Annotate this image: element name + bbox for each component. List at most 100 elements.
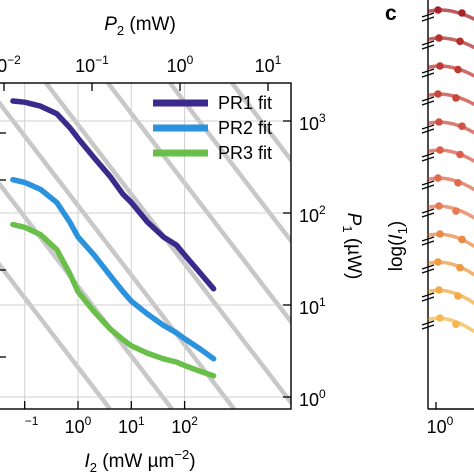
axis-break-mark: [421, 152, 435, 158]
axis-break-mark: [421, 208, 435, 214]
axis-break-mark: [421, 16, 435, 22]
reference-diagonals: [0, 83, 474, 409]
axis-break-mark: [421, 128, 435, 134]
x-bottom-tick-label: −1: [25, 414, 39, 428]
x-bottom-tick-label: 101: [118, 414, 145, 437]
axis-break-mark: [421, 124, 435, 130]
axis-break-mark: [421, 180, 435, 186]
axis-break-mark: [421, 68, 435, 74]
panel-c-fit-curve: [428, 8, 474, 21]
y-right-axis-label: P1 (µW): [340, 213, 364, 280]
axis-break-mark: [421, 236, 435, 242]
panel-c-data-point: [454, 292, 462, 300]
x-top-tick-label: 101: [255, 53, 282, 76]
panel-c-data-point: [434, 6, 442, 14]
panel-c-data-point: [436, 62, 444, 70]
axis-break-mark: [421, 100, 435, 106]
panel-c-x-tick-label: 100: [427, 414, 454, 437]
panel-c-y-label: log(I1): [386, 221, 410, 272]
panel-c-fit-curve: [428, 92, 474, 106]
x-top-tick-label: 100: [167, 53, 194, 76]
series-line: [10, 176, 217, 362]
diagonal-line: [168, 83, 291, 245]
panel-c-data-point: [456, 263, 464, 272]
diagonal-line: [356, 83, 474, 409]
series-line: [10, 98, 217, 292]
diagonal-line: [0, 100, 236, 409]
panel-c-data-point: [454, 179, 462, 187]
x-bottom-tick-label: 100: [65, 414, 92, 437]
legend-label: PR1 fit: [218, 93, 272, 113]
y-right-tick-label: 100: [299, 387, 326, 410]
series-line: [10, 221, 217, 379]
panel-c-data-point: [434, 258, 442, 266]
panel-c-data-point: [458, 9, 466, 17]
panel-c-data-point: [452, 94, 460, 102]
panel-c-data-point: [458, 235, 466, 244]
panel-c-fit-curve: [428, 148, 474, 163]
diagonal-line: [0, 181, 174, 409]
panel-c-fit-curve: [428, 260, 474, 277]
axis-break-mark: [421, 12, 435, 18]
axis-break-mark: [421, 320, 435, 326]
panel-c-data-point: [436, 314, 444, 322]
x-bottom-tick-label: 102: [171, 414, 198, 437]
axis-break-mark: [421, 296, 435, 302]
x-top-tick-label: 10−1: [75, 53, 109, 76]
y-right-tick-label: 101: [299, 295, 326, 318]
panel-c-fit-curve: [428, 316, 474, 334]
y-right-tick-label: 103: [299, 111, 326, 134]
panel-c-plot: 100: [421, 0, 474, 437]
axis-break-mark: [421, 324, 435, 330]
panel-c-fit-curve: [428, 176, 474, 192]
diagonal-line: [44, 83, 291, 407]
axis-break-mark: [421, 40, 435, 46]
axis-break-mark: [421, 72, 435, 78]
panel-c-fit-curve: [428, 120, 474, 135]
panel-c-data-point: [435, 202, 443, 210]
diagonal-line: [0, 261, 112, 409]
x-top-tick-label: 10−2: [0, 53, 21, 76]
panel-c-data-point: [452, 320, 460, 329]
axis-ticks: −1 100 101 102 10−2 10−1 100 101 103 102 101 100: [0, 53, 326, 437]
panel-c-data-point: [435, 118, 443, 126]
panel-c-data-point: [434, 90, 442, 98]
panel-c-letter: c: [385, 2, 397, 25]
panel-c-data-point: [452, 207, 460, 215]
panel-c-data-point: [436, 230, 444, 238]
panel-c-fit-curve: [428, 36, 474, 50]
x-top-axis-label: P2 (mW): [104, 14, 176, 38]
panel-c-data-point: [435, 34, 443, 42]
axis-break-mark: [421, 268, 435, 274]
legend-label: PR2 fit: [218, 118, 272, 138]
panel-c-fit-curve: [428, 204, 474, 220]
axis-break-mark: [421, 156, 435, 162]
panel-c-data-point: [456, 150, 464, 159]
axis-break-mark: [421, 96, 435, 102]
axis-break-mark: [421, 184, 435, 190]
panel-c-data-point: [434, 174, 442, 182]
series-lines: [10, 98, 217, 379]
legend: PR1 fit PR2 fit PR3 fit: [153, 93, 272, 163]
panel-c-data-point: [435, 286, 443, 294]
axis-break-mark: [421, 264, 435, 270]
panel-c-data-point: [456, 37, 464, 46]
panel-c-fit-curve: [428, 232, 474, 248]
y-right-tick-label: 102: [299, 203, 326, 226]
panel-c-data-point: [436, 146, 444, 154]
panel-c-fit-curve: [428, 64, 474, 78]
diagonal-line: [106, 83, 291, 326]
diagonal-line: [230, 83, 291, 164]
axis-break-mark: [421, 212, 435, 218]
axis-break-mark: [421, 292, 435, 298]
diagonal-line: [294, 83, 474, 409]
panel-c-data-point: [458, 122, 466, 130]
axis-break-mark: [421, 240, 435, 246]
plot-frame: [0, 82, 292, 410]
panel-c-data-point: [454, 65, 462, 74]
x-bottom-axis-label: I2 (mW µm−2): [84, 447, 195, 474]
panel-c-fit-curve: [428, 288, 474, 305]
legend-label: PR3 fit: [218, 143, 272, 163]
axis-break-mark: [421, 44, 435, 50]
